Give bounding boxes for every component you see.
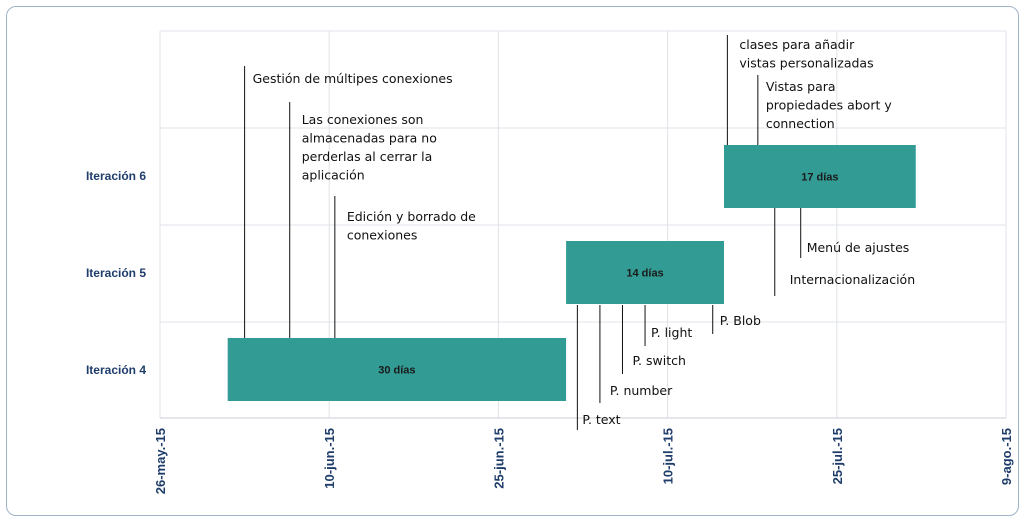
bar-label: 14 días xyxy=(626,268,663,280)
bar-label: 30 días xyxy=(378,365,415,377)
x-tick-label: 10-jul.-15 xyxy=(661,428,676,484)
milestone-annotation: P. text xyxy=(582,412,620,427)
milestone-annotation: P. number xyxy=(610,383,673,398)
milestone-annotation: Gestión de múltipes conexiones xyxy=(253,71,453,86)
milestone-annotation: Las conexiones son almacenadas para no per… xyxy=(302,112,437,183)
x-tick-label: 26-may.-15 xyxy=(153,428,168,494)
milestone-annotation: Menú de ajustes xyxy=(807,240,910,255)
x-tick-label: 25-jul.-15 xyxy=(830,428,845,484)
milestone-annotation: Edición y borrado de conexiones xyxy=(347,209,476,243)
milestone-annotation: clases para añadir vistas personalizadas xyxy=(739,37,873,71)
row-label: Iteración 6 xyxy=(86,169,146,183)
gantt-bar xyxy=(566,241,724,304)
gantt-bar xyxy=(724,145,916,208)
milestone-annotation: P. switch xyxy=(632,353,685,368)
row-label: Iteración 4 xyxy=(86,363,146,377)
chart-frame xyxy=(6,6,1019,516)
milestone-annotation: Internacionalización xyxy=(790,272,915,287)
x-tick-label: 9-ago.-15 xyxy=(999,428,1014,485)
milestone-annotation: P. light xyxy=(651,325,692,340)
row-label: Iteración 5 xyxy=(86,266,146,280)
milestone-annotation: P. Blob xyxy=(720,313,761,328)
x-tick-label: 10-jun.-15 xyxy=(322,428,337,489)
milestone-annotation: Vistas para propiedades abort y connection xyxy=(766,79,893,131)
bar-label: 17 días xyxy=(801,172,838,184)
gantt-bar xyxy=(227,338,567,401)
x-tick-label: 25-jun.-15 xyxy=(491,428,506,489)
